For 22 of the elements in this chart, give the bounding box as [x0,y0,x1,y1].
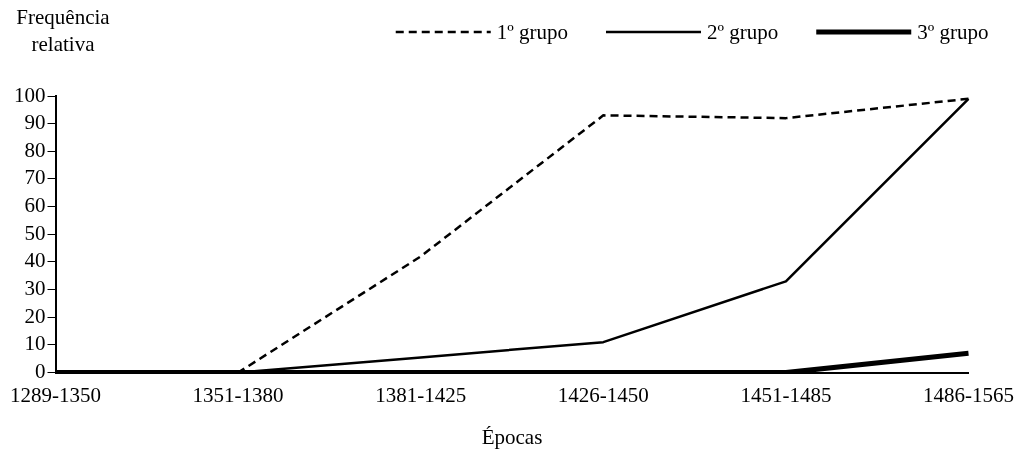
y-tick-label: 60 [24,193,46,218]
y-tick-label: 80 [24,137,46,162]
x-tick-label: 1289-1350 [10,382,101,407]
y-tick-label: 50 [24,220,46,245]
y-tick-label: 100 [14,82,46,107]
legend-label: 2º grupo [706,19,779,44]
y-tick-label: 30 [24,276,46,301]
y-tick-label: 90 [24,110,46,135]
x-tick-label: 1381-1425 [375,382,467,407]
legend-label: 3º grupo [917,19,989,44]
y-tick-label: 40 [24,248,46,273]
x-axis-title: Épocas [481,424,543,449]
y-axis-title: Frequência relativa [15,4,111,58]
y-tick-label: 20 [24,303,46,328]
x-tick-label: 1451-1485 [740,382,832,407]
legend-label: 1º grupo [496,19,569,44]
x-tick-label: 1486-1565 [923,382,1014,407]
y-tick-label: 70 [24,165,46,190]
y-tick-label: 10 [24,331,46,356]
x-tick-label: 1351-1380 [192,382,284,407]
y-tick-label: 0 [35,359,46,384]
x-tick-label: 1426-1450 [557,382,649,407]
